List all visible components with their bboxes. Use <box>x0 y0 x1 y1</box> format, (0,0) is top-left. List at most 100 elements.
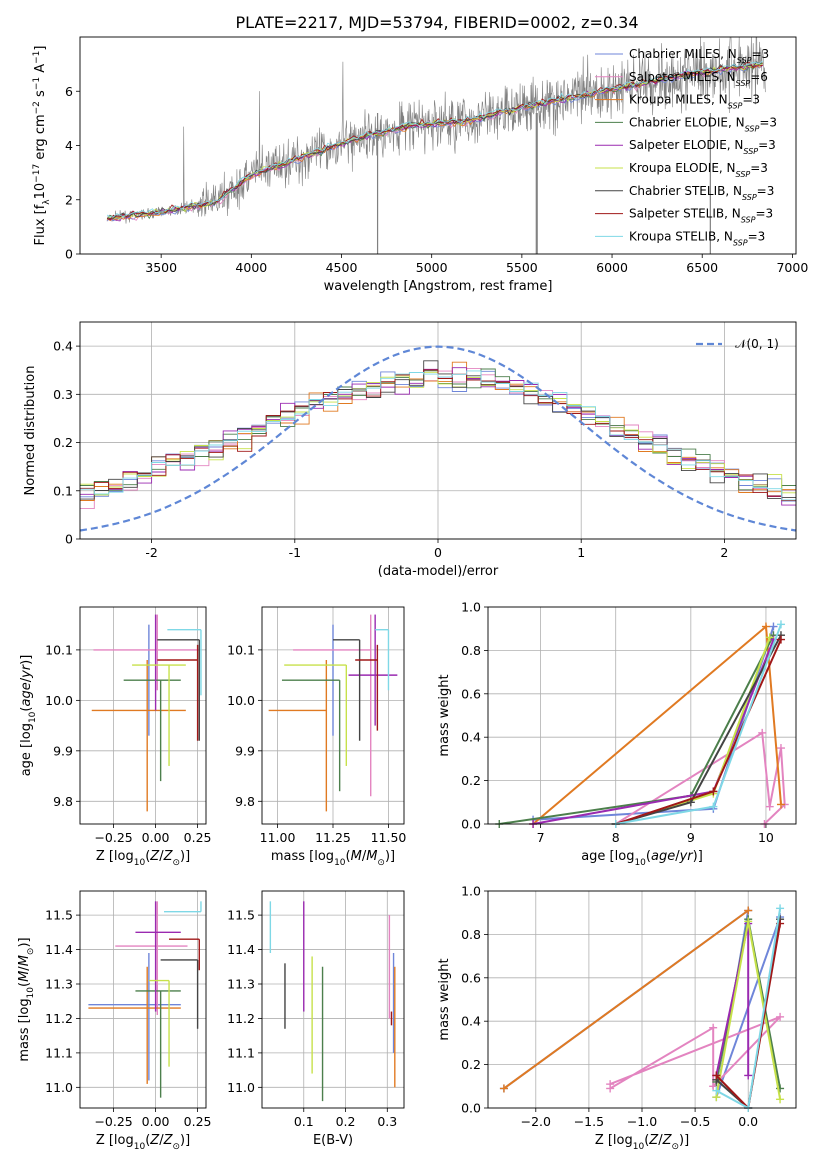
legend-entry: Chabrier STELIB, NSSP=3 <box>629 184 774 202</box>
y-tick-label: 11.2 <box>45 1011 73 1026</box>
x-tick-label: 7 <box>537 830 545 845</box>
x-axis-label: Z [log10(Z/Z⊙)] <box>96 849 190 868</box>
error-bar-point <box>160 959 199 1029</box>
x-tick-label: 0.00 <box>142 830 170 845</box>
x-tick-label: 11.25 <box>315 830 351 845</box>
y-axis-label: Flux [fλ10−17 erg cm−2 s−1 A−1] <box>32 46 52 246</box>
error-bar-point <box>348 614 398 726</box>
mass-weight-marker <box>744 1071 753 1080</box>
mass-weight-marker <box>712 1086 721 1095</box>
y-tick-label: 0 <box>65 247 73 262</box>
mass-weight-marker <box>606 1080 615 1089</box>
y-tick-label: 0.4 <box>461 730 481 745</box>
error-bar-point <box>157 639 200 741</box>
y-tick-label: 11.3 <box>227 977 255 992</box>
x-tick-label: 0.2 <box>336 1114 356 1129</box>
x-axis-label: Z [log10(Z/Z⊙)] <box>96 1133 190 1152</box>
x-axis-label: wavelength [Angstrom, rest frame] <box>324 279 553 294</box>
y-tick-label: 0.6 <box>461 970 481 985</box>
x-tick-label: 5000 <box>416 260 448 275</box>
y-tick-label: 11.1 <box>45 1045 73 1060</box>
x-tick-label: 5500 <box>506 260 538 275</box>
y-tick-label: 11.1 <box>227 1045 255 1060</box>
y-axis-label: Normed distribution <box>23 366 38 496</box>
y-axis-label: mass weight <box>437 958 452 1040</box>
x-tick-label: 0.25 <box>184 830 212 845</box>
axes-frame <box>487 606 797 825</box>
y-tick-label: 0.2 <box>53 435 73 450</box>
mass-weight-marker <box>776 1012 785 1021</box>
axes-frame <box>261 890 405 1109</box>
error-bar-point <box>135 990 181 1098</box>
mass-weight-marker <box>499 1084 508 1093</box>
mass-weight-marker <box>776 744 785 753</box>
axes-frame <box>79 890 207 1109</box>
y-tick-label: 9.9 <box>53 743 73 758</box>
y-tick-label: 1.0 <box>461 600 481 615</box>
mass-weight-marker <box>769 622 778 631</box>
y-tick-label: 0.8 <box>461 643 481 658</box>
legend-entry: Salpeter MILES, NSSP=6 <box>629 70 768 88</box>
error-bar-point <box>167 629 202 696</box>
y-tick-label: 0.6 <box>461 686 481 701</box>
y-tick-label: 9.8 <box>53 794 73 809</box>
model-fit-chabrier-stelib <box>107 60 763 220</box>
y-tick-label: 11.3 <box>45 977 73 992</box>
error-bar-point <box>157 644 199 741</box>
error-bar-point <box>169 938 200 971</box>
error-bar-point <box>293 614 372 797</box>
x-tick-label: −2.0 <box>521 1114 551 1129</box>
x-tick-label: 0.3 <box>377 1114 397 1129</box>
x-tick-label: −1.0 <box>627 1114 657 1129</box>
error-bar-point <box>91 659 186 812</box>
y-tick-label: 11.0 <box>227 1080 255 1095</box>
y-tick-label: 11.5 <box>45 908 73 923</box>
error-bar-point <box>355 644 379 731</box>
x-tick-label: 3500 <box>145 260 177 275</box>
x-tick-label: −0.25 <box>94 830 132 845</box>
y-tick-label: 0.0 <box>461 817 481 832</box>
x-tick-label: 6500 <box>686 260 718 275</box>
mass-weight-marker <box>765 633 774 642</box>
x-tick-label: 11.00 <box>260 830 296 845</box>
mass-weight-marker <box>709 1023 718 1032</box>
y-tick-label: 0.2 <box>461 1057 481 1072</box>
legend-entry: Salpeter ELODIE, NSSP=3 <box>629 138 776 156</box>
y-axis-label: mass weight <box>437 674 452 756</box>
y-tick-label: 0.0 <box>461 1101 481 1116</box>
x-tick-label: −0.5 <box>680 1114 710 1129</box>
error-bar-point <box>268 659 328 812</box>
axes-frame <box>79 606 207 825</box>
y-tick-label: 0.8 <box>461 927 481 942</box>
legend-entry: Kroupa ELODIE, NSSP=3 <box>629 161 768 179</box>
mass-weight-line-salpeter-stelib <box>715 923 782 1108</box>
error-bar-point <box>93 614 200 691</box>
x-tick-label: −0.25 <box>94 1114 132 1129</box>
x-axis-label: age [log10(age/yr)] <box>581 849 703 868</box>
error-bar-point <box>375 629 390 691</box>
error-bar-point <box>281 679 341 792</box>
x-tick-label: 11.50 <box>371 830 407 845</box>
error-bar-point <box>123 679 181 782</box>
x-axis-label: (data-model)/error <box>378 564 499 579</box>
legend-entry: Kroupa STELIB, NSSP=3 <box>629 229 765 247</box>
mass-weight-marker <box>776 904 785 913</box>
x-tick-label: 0.0 <box>738 1114 758 1129</box>
model-fit-kroupa-stelib <box>106 60 764 218</box>
x-tick-label: 0.00 <box>142 1114 170 1129</box>
x-axis-label: E(B-V) <box>313 1133 353 1148</box>
legend-entry: Chabrier MILES, NSSP=3 <box>629 47 769 65</box>
y-tick-label: 10.0 <box>227 693 255 708</box>
y-tick-label: 2 <box>65 192 73 207</box>
residual-histogram-chabrier-stelib <box>80 360 796 500</box>
mass-weight-marker <box>758 728 767 737</box>
y-tick-label: 0.2 <box>461 773 481 788</box>
axes-frame <box>487 890 797 1109</box>
y-tick-label: 0.4 <box>461 1014 481 1029</box>
mass-weight-marker <box>765 802 774 811</box>
x-tick-label: 6000 <box>596 260 628 275</box>
axes-frame <box>79 36 797 255</box>
x-tick-label: 0.25 <box>184 1114 212 1129</box>
x-tick-label: 4000 <box>235 260 267 275</box>
y-axis-label: age [log10(age/yr)] <box>19 655 38 777</box>
